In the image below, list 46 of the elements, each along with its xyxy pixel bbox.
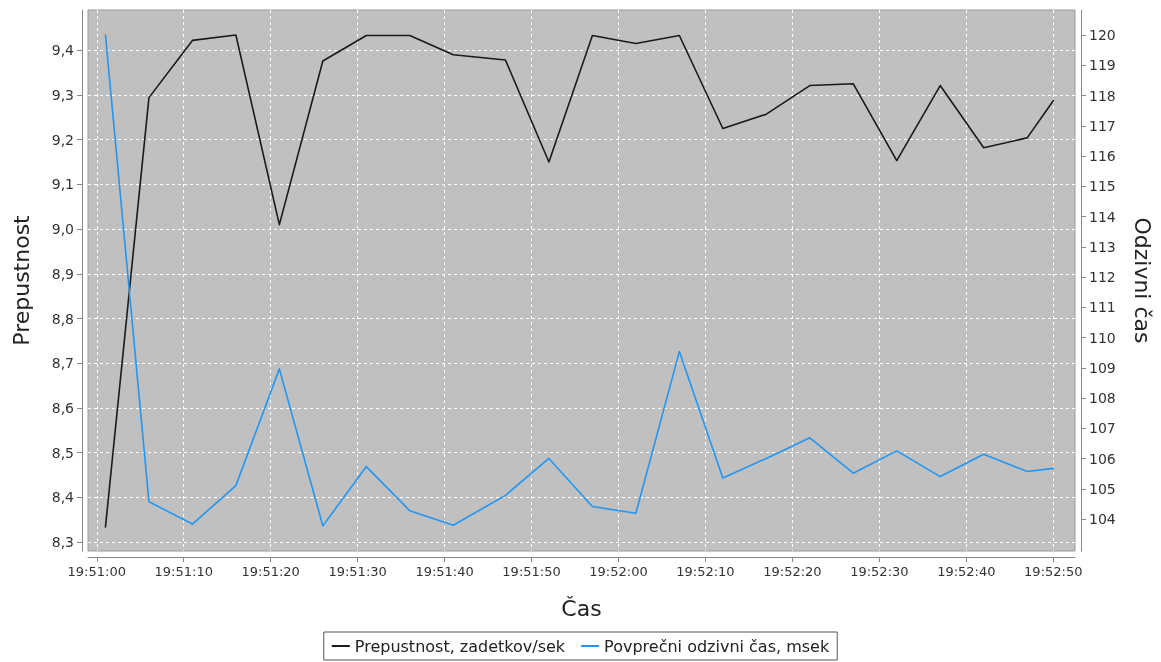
- y2-tick-label: 111: [1089, 299, 1116, 316]
- y-axis-title: Prepustnost: [8, 214, 34, 346]
- y2-tick-label: 107: [1089, 420, 1116, 437]
- legend-label: Prepustnost, zadetkov/sek: [354, 636, 566, 656]
- x-tick-label: 19:52:10: [676, 564, 735, 579]
- y2-tick-label: 106: [1089, 450, 1116, 467]
- x-tick-label: 19:51:30: [328, 564, 387, 579]
- y-tick-label: 9,4: [51, 42, 75, 59]
- y2-axis-title: Odzivni čas: [1129, 217, 1155, 344]
- y2-tick-label: 113: [1089, 238, 1116, 255]
- y2-tick-label: 109: [1089, 359, 1116, 376]
- y2-tick-label: 108: [1089, 390, 1116, 407]
- x-tick-label: 19:51:50: [502, 564, 561, 579]
- y-tick-label: 9,1: [51, 176, 74, 193]
- y2-tick-label: 110: [1089, 329, 1116, 346]
- y2-tick-label: 120: [1089, 27, 1116, 44]
- y-tick-label: 9,3: [51, 86, 74, 103]
- x-axis-title: Čas: [561, 595, 602, 621]
- x-tick-label: 19:51:00: [67, 564, 126, 579]
- y-tick-label: 8,4: [51, 489, 75, 506]
- y-tick-label: 8,8: [51, 310, 74, 327]
- y2-tick-label: 114: [1089, 208, 1116, 225]
- y2-tick-label: 112: [1089, 269, 1116, 286]
- y2-tick-label: 115: [1089, 178, 1116, 195]
- x-tick-label: 19:51:40: [415, 564, 474, 579]
- x-tick-label: 19:51:10: [154, 564, 213, 579]
- y2-tick-label: 116: [1089, 148, 1116, 165]
- y-tick-label: 8,7: [51, 355, 74, 372]
- y-tick-label: 8,6: [51, 399, 75, 416]
- x-tick-label: 19:52:40: [937, 564, 996, 579]
- y2-tick-label: 105: [1089, 480, 1116, 497]
- y2-tick-label: 119: [1089, 57, 1116, 74]
- y-tick-label: 8,9: [51, 265, 74, 282]
- y-tick-label: 8,3: [51, 534, 74, 551]
- y2-tick-label: 117: [1089, 117, 1116, 134]
- y-tick-label: 8,5: [51, 444, 74, 461]
- x-tick-label: 19:52:00: [589, 564, 648, 579]
- legend-label: Povprečni odzivni čas, msek: [604, 636, 830, 656]
- y2-tick-label: 118: [1089, 87, 1116, 104]
- y-tick-label: 9,0: [51, 221, 74, 238]
- x-tick-label: 19:52:30: [850, 564, 909, 579]
- x-tick-label: 19:51:20: [241, 564, 300, 579]
- y2-tick-label: 104: [1089, 511, 1116, 528]
- x-tick-label: 19:52:20: [763, 564, 822, 579]
- y-tick-label: 9,2: [51, 131, 74, 148]
- x-tick-label: 19:52:50: [1024, 564, 1083, 579]
